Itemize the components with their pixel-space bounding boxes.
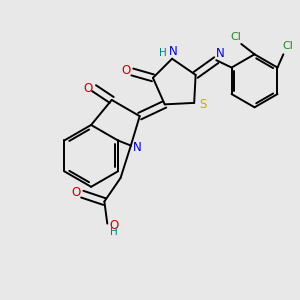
Text: S: S bbox=[199, 98, 207, 111]
Text: Cl: Cl bbox=[282, 41, 293, 51]
Text: N: N bbox=[133, 141, 142, 154]
Text: O: O bbox=[121, 64, 130, 77]
Text: N: N bbox=[216, 47, 225, 60]
Text: Cl: Cl bbox=[230, 32, 241, 42]
Text: H: H bbox=[110, 227, 118, 237]
Text: H: H bbox=[159, 48, 167, 59]
Text: O: O bbox=[71, 186, 80, 199]
Text: N: N bbox=[169, 45, 178, 58]
Text: O: O bbox=[109, 219, 119, 232]
Text: O: O bbox=[83, 82, 93, 95]
